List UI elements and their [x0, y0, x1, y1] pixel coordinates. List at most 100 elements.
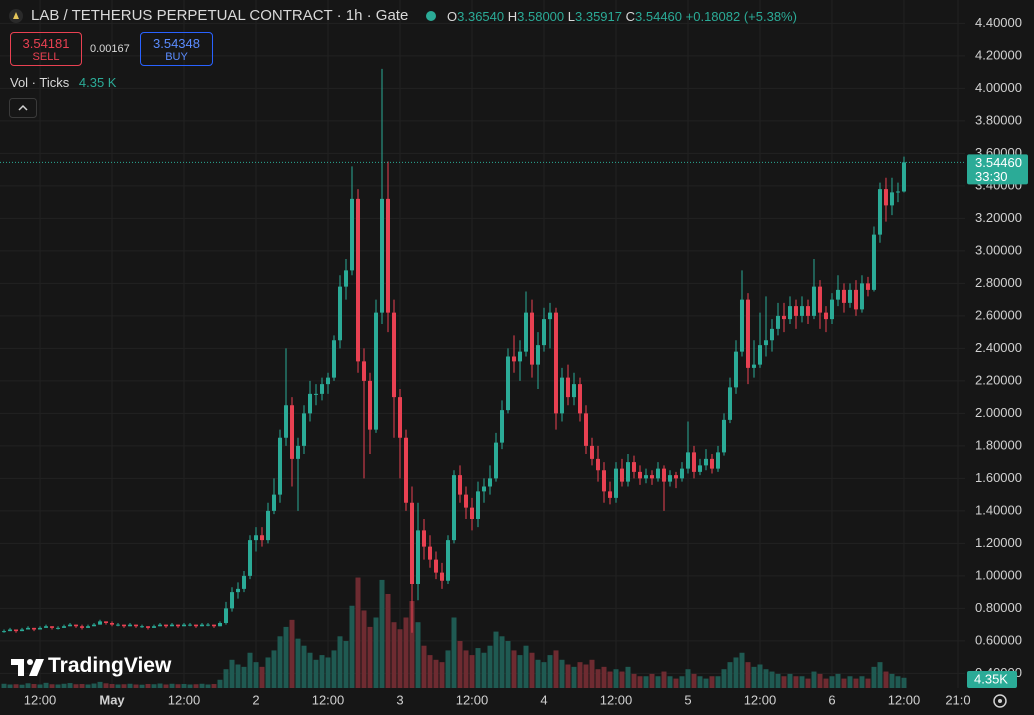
- y-tick-label: 4.20000: [975, 47, 1022, 62]
- candle-body: [14, 629, 19, 632]
- volume-bar: [643, 676, 649, 688]
- y-tick-label: 4.40000: [975, 15, 1022, 30]
- candle-body: [362, 361, 367, 381]
- ohlc-value: 3.35917: [575, 9, 622, 24]
- candle-body: [901, 162, 906, 192]
- volume-bar: [217, 679, 223, 688]
- candle-body: [2, 631, 7, 633]
- volume-bar: [583, 664, 589, 688]
- buy-button[interactable]: 3.54348 BUY: [140, 32, 213, 66]
- volume-bar: [313, 659, 319, 688]
- volume-bar: [865, 678, 871, 688]
- candle-body: [775, 315, 780, 329]
- volume-bar: [613, 669, 619, 688]
- candle-body: [721, 419, 726, 453]
- candle-body: [188, 624, 193, 626]
- volume-bar: [673, 678, 679, 688]
- candle-body: [68, 624, 73, 627]
- x-tick-label: 12:00: [24, 692, 57, 707]
- volume-bar: [61, 683, 67, 688]
- candle-body: [571, 384, 576, 398]
- candle-body: [146, 626, 151, 628]
- volume-bar: [817, 673, 823, 688]
- candle-body: [895, 191, 900, 193]
- change: +0.18082 (+5.38%): [685, 9, 797, 24]
- candle-body: [56, 627, 61, 629]
- volume-bar: [697, 676, 703, 688]
- volume-bar: [451, 617, 457, 688]
- volume-bar: [565, 664, 571, 688]
- candle-body: [284, 405, 289, 438]
- candle-body: [86, 626, 91, 628]
- volume-bar: [115, 684, 121, 688]
- volume-bar: [859, 676, 865, 688]
- candle-body: [583, 413, 588, 446]
- candle-body: [452, 475, 457, 541]
- volume-bar: [205, 684, 211, 688]
- volume-bar: [85, 684, 91, 688]
- candle-body: [236, 588, 241, 593]
- y-tick-label: 4.00000: [975, 80, 1022, 95]
- candle-body: [625, 462, 630, 482]
- settings-icon[interactable]: [993, 694, 1007, 708]
- candle-body: [805, 306, 810, 316]
- candle-body: [38, 627, 43, 630]
- volume-bar: [73, 684, 79, 688]
- candle-body: [481, 486, 486, 492]
- candle-body: [308, 393, 313, 414]
- volume-bar: [199, 683, 205, 688]
- volume-bar: [607, 671, 613, 688]
- y-tick-label: 0.60000: [975, 632, 1022, 647]
- last-price-tag: [967, 154, 1028, 185]
- candle-body: [224, 608, 229, 623]
- volume-bar: [571, 666, 577, 688]
- x-tick-label: 5: [684, 692, 691, 707]
- sell-button[interactable]: 3.54181 SELL: [10, 32, 82, 66]
- collapse-button[interactable]: [9, 98, 37, 118]
- volume-bar: [151, 684, 157, 688]
- candle-body: [577, 384, 582, 414]
- volume-bar: [679, 676, 685, 688]
- volume-bar: [355, 577, 361, 688]
- candle-body: [128, 624, 133, 627]
- candle-body: [553, 312, 558, 414]
- buy-price: 3.54348: [153, 36, 200, 51]
- volume-bar: [163, 684, 169, 688]
- volume-bar: [787, 673, 793, 688]
- y-tick-label: 2.60000: [975, 307, 1022, 322]
- candle-body: [290, 405, 295, 459]
- volume-bar: [661, 671, 667, 688]
- settings-icon-ring: [993, 694, 1007, 708]
- volume-bar: [505, 641, 511, 688]
- volume-bar: [847, 676, 853, 688]
- candle-body: [374, 312, 379, 430]
- volume-bar: [289, 619, 295, 688]
- candle-body: [691, 452, 696, 472]
- volume-bar: [241, 666, 247, 688]
- candle-body: [679, 468, 684, 479]
- x-tick-label: 12:00: [744, 692, 777, 707]
- volume-bar: [283, 626, 289, 688]
- candle-body: [565, 377, 570, 398]
- candle-body: [661, 468, 666, 482]
- candle-body: [511, 356, 516, 362]
- candle-body: [410, 502, 415, 584]
- candle-body: [601, 470, 606, 492]
- candle-body: [649, 475, 654, 479]
- candle-body: [487, 478, 492, 487]
- candle-body: [104, 621, 109, 623]
- candle-body: [422, 530, 427, 547]
- candle-body: [248, 540, 253, 576]
- volume-bar: [853, 678, 859, 688]
- volume-bar: [523, 645, 529, 688]
- candle-body: [26, 627, 31, 630]
- volume-bar: [715, 676, 721, 688]
- candle-body: [613, 468, 618, 498]
- candle-body: [835, 289, 840, 300]
- volume-bar: [619, 671, 625, 688]
- y-tick-label: 3.80000: [975, 112, 1022, 127]
- y-tick-label: 1.40000: [975, 502, 1022, 517]
- volume-bar: [259, 666, 265, 688]
- volume-bar: [793, 676, 799, 688]
- volume-bar: [277, 636, 283, 688]
